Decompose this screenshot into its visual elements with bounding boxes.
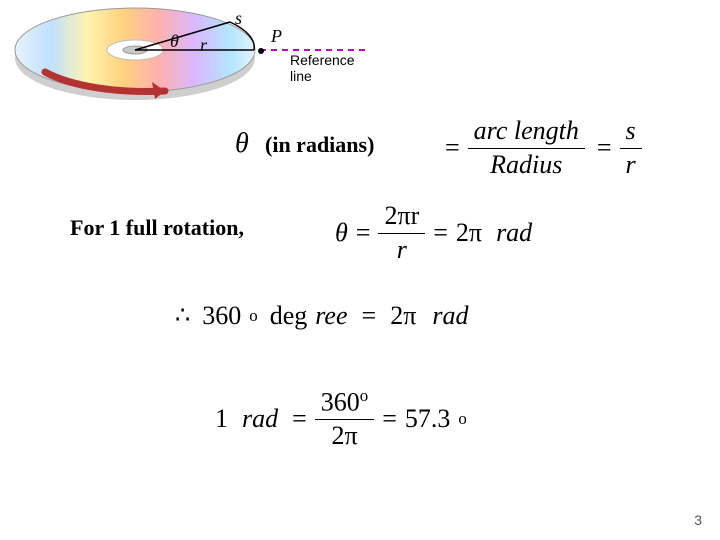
- frac-360-2pi: 360o 2π: [315, 385, 374, 453]
- degree-ree: ree: [315, 301, 347, 331]
- num-2pir: 2πr: [384, 201, 419, 230]
- eq-sign-2b: =: [433, 218, 448, 248]
- theta-symbol-eq2: θ: [335, 218, 348, 248]
- eq-sign-2a: =: [356, 218, 371, 248]
- disc-illustration: s r θ P Reference line: [10, 0, 260, 110]
- reference-label-1: Reference: [290, 52, 355, 68]
- one: 1: [215, 404, 228, 434]
- eq-sign-1a: =: [445, 133, 460, 163]
- degree-deg: deg: [270, 301, 308, 331]
- eq-sign-4a: =: [292, 404, 307, 434]
- num-arc-length: arc length: [468, 115, 585, 149]
- label-P: P: [271, 26, 282, 47]
- eq-sign-1b: =: [597, 133, 612, 163]
- label-r: r: [200, 35, 207, 56]
- rhs-57-sup: o: [458, 409, 466, 429]
- rhs-rad-unit: rad: [496, 218, 532, 248]
- eq-sign-4b: =: [382, 404, 397, 434]
- therefore-symbol: ∴: [175, 301, 190, 330]
- equation-arc-over-radius: = arc length Radius = s r: [445, 115, 642, 181]
- eq-sign-3: =: [362, 301, 377, 331]
- frac-2pir-r: 2πr r: [378, 200, 425, 266]
- den-radius: Radius: [468, 149, 585, 182]
- rhs-2pi: 2π: [456, 218, 482, 248]
- den-2pi: 2π: [315, 420, 374, 453]
- for-full-rotation-text: For 1 full rotation,: [70, 215, 244, 241]
- rhs-57: 57.3: [405, 404, 451, 434]
- theta-symbol-eq1: θ: [235, 128, 249, 160]
- reference-label-2: line: [290, 68, 312, 84]
- label-theta: θ: [170, 31, 179, 52]
- val-360: 360: [202, 301, 241, 331]
- point-P-dot: [258, 48, 264, 54]
- equation-full-rotation: θ = 2πr r = 2π rad: [335, 200, 532, 266]
- frac-s-r: s r: [620, 115, 642, 181]
- in-radians-text: (in radians): [265, 132, 374, 158]
- rhs-2pi-3: 2π: [390, 301, 416, 331]
- den-r-2: r: [378, 234, 425, 267]
- den-r: r: [620, 149, 642, 182]
- rad-text: rad: [242, 404, 278, 434]
- page-number: 3: [694, 512, 702, 528]
- frac-arc-radius: arc length Radius: [468, 115, 585, 181]
- equation-360-2pi: ∴ 360 o degree = 2π rad: [175, 300, 468, 331]
- num-360-sup: o: [360, 386, 368, 405]
- label-s: s: [235, 8, 242, 29]
- equation-1rad-57: 1 rad = 360o 2π = 57.3o: [215, 385, 467, 453]
- sup-360: o: [249, 306, 257, 326]
- num-360: 360: [321, 388, 360, 417]
- rhs-rad-3: rad: [432, 301, 468, 331]
- num-s: s: [620, 115, 642, 149]
